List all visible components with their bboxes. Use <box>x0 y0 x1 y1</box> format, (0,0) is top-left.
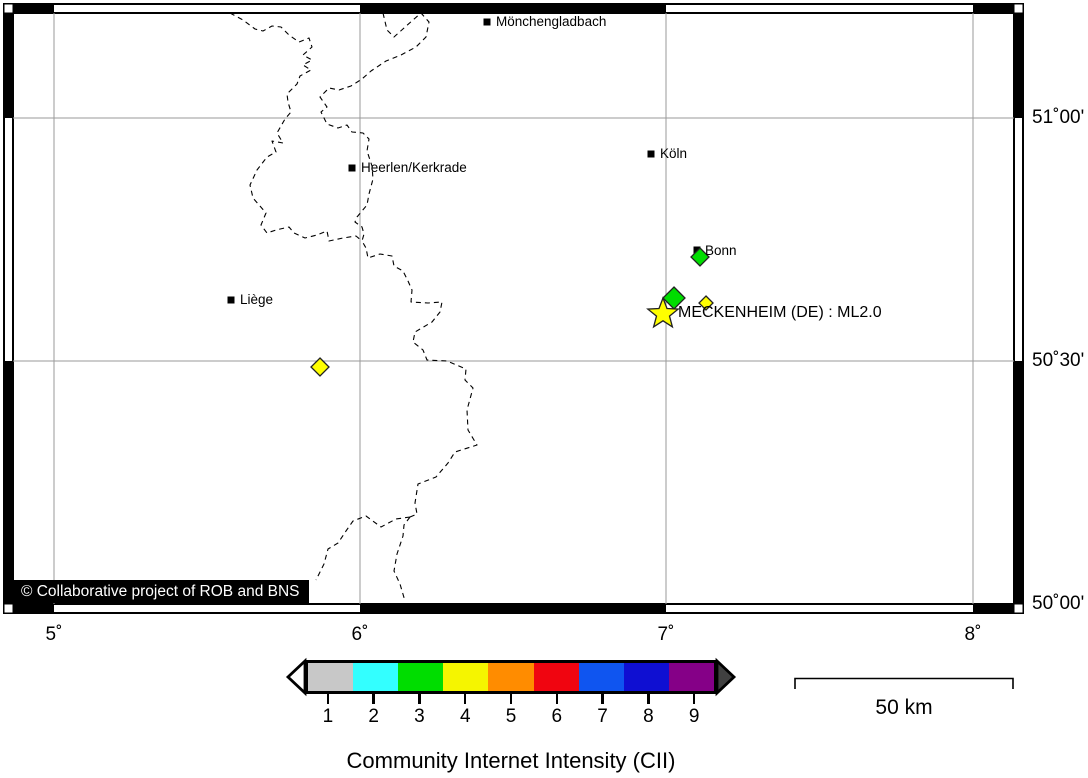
city-marker-moenchengladbach <box>483 18 491 26</box>
colorbar-segment-1 <box>308 663 354 691</box>
colorbar-title: Community Internet Intensity (CII) <box>346 748 676 773</box>
colorbar-segment-6 <box>533 663 579 691</box>
lat-label-51-00: 51˚00' <box>1032 107 1085 128</box>
colorbar-segment-2 <box>353 663 399 691</box>
lon-label-6: 6˚ <box>351 624 369 645</box>
colorbar-tick-3: 3 <box>414 706 425 727</box>
city-marker-koeln <box>647 150 655 158</box>
city-label-bonn: Bonn <box>705 243 737 258</box>
colorbar-tick-6: 6 <box>551 706 563 727</box>
colorbar-tick-2: 2 <box>368 706 379 727</box>
city-label-koeln: Köln <box>660 146 688 161</box>
colorbar-segment-9 <box>668 663 714 691</box>
epicenter-star <box>646 296 680 329</box>
lon-label-7: 7˚ <box>657 624 675 645</box>
country-border-branch-south <box>393 516 411 602</box>
colorbar-left-arrow <box>285 657 307 697</box>
colorbar-right-arrow <box>715 657 737 697</box>
country-borders <box>229 12 478 602</box>
intensity-diamond-bonn <box>690 247 710 267</box>
graticule <box>13 13 1014 604</box>
colorbar-tick-4: 4 <box>459 706 471 727</box>
map-frame <box>3 3 1024 614</box>
intensity-diamond-near-epicenter-yellow <box>698 295 714 311</box>
colorbar-tick-8: 8 <box>643 706 654 727</box>
colorbar-tick-9: 9 <box>688 706 700 727</box>
city-markers <box>227 18 701 304</box>
city-marker-liege <box>227 296 235 304</box>
city-marker-bonn <box>693 246 701 254</box>
city-label-moenchengladbach: Mönchengladbach <box>496 14 607 29</box>
intensity-points <box>310 247 714 377</box>
country-border-east <box>319 12 478 518</box>
city-marker-heerlen-kerkrade <box>348 164 356 172</box>
colorbar-segment-7 <box>578 663 624 691</box>
colorbar-segment-3 <box>398 663 444 691</box>
country-border-branch-southwest <box>315 515 411 581</box>
scalebar-label: 50 km <box>875 696 933 719</box>
copyright-banner: © Collaborative project of ROB and BNS <box>13 580 309 603</box>
colorbar-segment-8 <box>623 663 669 691</box>
colorbar-tick-7: 7 <box>597 706 608 727</box>
lat-label-50-30: 50˚30' <box>1032 350 1085 371</box>
colorbar-tick-1: 1 <box>322 706 334 727</box>
lat-label-50-00: 50˚00' <box>1032 593 1085 614</box>
colorbar-tick-labels: 1 2 3 4 5 6 7 8 9 <box>305 705 717 729</box>
colorbar-ticks <box>305 694 717 704</box>
intensity-diamond-liege <box>310 357 330 377</box>
city-label-liege: Liège <box>240 292 274 307</box>
city-label-heerlen-kerkrade: Heerlen/Kerkrade <box>361 160 467 175</box>
lon-label-8: 8˚ <box>964 624 982 645</box>
colorbar-segment-5 <box>488 663 534 691</box>
lon-label-5: 5˚ <box>45 624 63 645</box>
colorbar-tick-5: 5 <box>505 706 517 727</box>
colorbar <box>305 660 717 694</box>
epicenter-label: MECKENHEIM (DE) : ML2.0 <box>678 304 882 321</box>
country-border-west <box>229 12 363 242</box>
colorbar-segment-4 <box>443 663 489 691</box>
scalebar-bracket <box>794 677 1014 689</box>
